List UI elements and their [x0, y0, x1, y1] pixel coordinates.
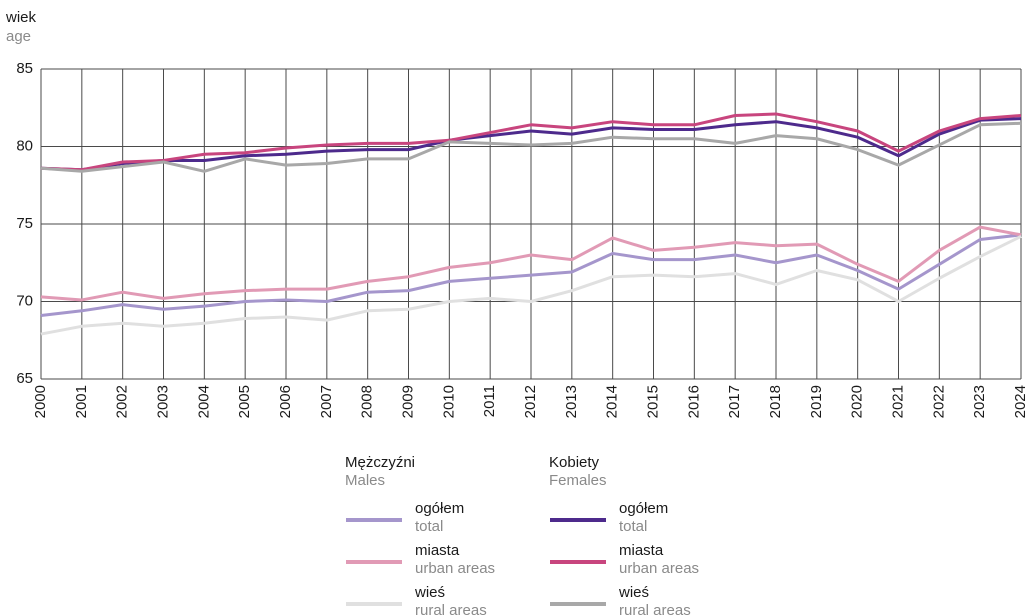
- x-tick-label: 2017: [726, 385, 743, 418]
- x-tick-label: 2005: [236, 385, 253, 418]
- legend-label-en: rural areas: [619, 602, 691, 615]
- legend-label-en: urban areas: [415, 560, 495, 577]
- series-line: [40, 233, 1022, 317]
- legend-group-title-en: Males: [345, 472, 385, 489]
- x-tick-label: 2016: [685, 385, 702, 418]
- x-tick-label: 2002: [114, 385, 131, 418]
- x-tick-label: 2019: [808, 385, 825, 418]
- x-tick-label: 2014: [604, 385, 621, 418]
- x-tick-label: 2024: [1012, 385, 1029, 418]
- legend-group-title-en: Females: [549, 472, 607, 489]
- x-tick-label: 2011: [481, 385, 498, 417]
- y-tick-label: 70: [16, 292, 33, 309]
- y-tick-label: 85: [16, 60, 33, 77]
- x-tick-label: 2003: [154, 385, 171, 418]
- series-line: [40, 121, 1022, 173]
- x-tick-label: 2006: [277, 385, 294, 418]
- y-tick-label: 75: [16, 215, 33, 232]
- x-tick-label: 2020: [849, 385, 866, 418]
- x-tick-label: 2013: [563, 385, 580, 418]
- x-tick-label: 2008: [359, 385, 376, 418]
- x-tick-label: 2001: [73, 385, 90, 418]
- x-tick-label: 2009: [399, 385, 416, 418]
- legend-label: ogółem: [619, 500, 668, 517]
- legend-label: ogółem: [415, 500, 464, 517]
- legend-label-en: total: [619, 518, 647, 535]
- series-line: [40, 112, 1022, 172]
- legend-group-title: Mężczyźni: [345, 454, 415, 471]
- x-tick-label: 2000: [32, 385, 49, 418]
- x-tick-label: 2004: [195, 385, 212, 418]
- y-axis-label: wiek: [5, 9, 37, 26]
- legend-label-en: total: [415, 518, 443, 535]
- x-tick-label: 2015: [644, 385, 661, 418]
- y-axis-label-en: age: [6, 28, 31, 45]
- legend-label: wieś: [414, 584, 445, 601]
- x-tick-label: 2012: [522, 385, 539, 418]
- series-line: [40, 117, 1022, 172]
- x-tick-label: 2010: [440, 385, 457, 418]
- y-tick-label: 65: [16, 370, 33, 387]
- x-tick-label: 2021: [889, 385, 906, 418]
- x-tick-label: 2018: [767, 385, 784, 418]
- series-line: [40, 235, 1022, 336]
- series-line: [40, 225, 1022, 302]
- legend-label-en: rural areas: [415, 602, 487, 615]
- x-tick-label: 2007: [318, 385, 335, 418]
- legend-label-en: urban areas: [619, 560, 699, 577]
- x-tick-label: 2022: [930, 385, 947, 418]
- legend-group-title: Kobiety: [549, 454, 600, 471]
- y-tick-label: 80: [16, 137, 33, 154]
- x-tick-label: 2023: [971, 385, 988, 418]
- legend-label: miasta: [415, 542, 460, 559]
- legend-label: miasta: [619, 542, 664, 559]
- legend-label: wieś: [618, 584, 649, 601]
